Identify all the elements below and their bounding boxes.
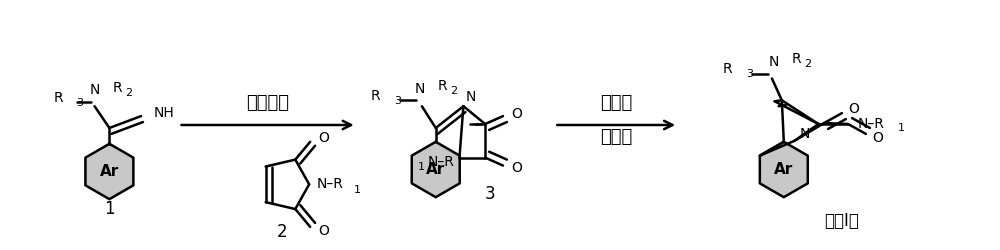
Text: R: R [723, 62, 732, 76]
Polygon shape [760, 142, 808, 197]
Text: R: R [438, 80, 447, 94]
Text: 1: 1 [897, 124, 904, 134]
Text: O: O [848, 102, 859, 116]
Text: O: O [318, 131, 329, 145]
Polygon shape [85, 144, 133, 199]
Text: 可见光: 可见光 [600, 128, 632, 146]
Text: O: O [318, 224, 329, 238]
Text: N–R: N–R [428, 154, 455, 168]
Text: N: N [415, 82, 425, 96]
Text: 2: 2 [451, 86, 458, 97]
Text: N–R: N–R [858, 116, 885, 130]
Text: O: O [511, 160, 522, 174]
Text: O: O [511, 107, 522, 121]
Text: R: R [371, 89, 380, 103]
Text: R: R [112, 82, 122, 96]
Text: N: N [799, 127, 810, 141]
Text: 2: 2 [805, 59, 812, 69]
Text: Ar: Ar [100, 164, 119, 179]
Text: N: N [89, 83, 100, 97]
Text: 式（I）: 式（I） [824, 212, 859, 230]
Text: 铜催化剂: 铜催化剂 [246, 94, 289, 112]
Text: 3: 3 [394, 96, 401, 106]
Text: 1: 1 [354, 185, 361, 195]
Text: N–R: N–R [317, 177, 344, 191]
Text: 2: 2 [125, 88, 132, 98]
Text: Ar: Ar [774, 162, 793, 177]
Text: O: O [872, 131, 883, 145]
Text: N: N [465, 90, 476, 104]
Text: 2: 2 [277, 223, 288, 241]
Polygon shape [412, 142, 460, 197]
Text: N: N [769, 55, 779, 69]
Text: 3: 3 [746, 68, 753, 78]
Text: 3: 3 [485, 185, 495, 203]
Text: NH: NH [154, 106, 175, 120]
Text: 1: 1 [104, 200, 115, 218]
Text: 1: 1 [418, 162, 425, 172]
Text: Ar: Ar [426, 162, 445, 177]
Text: R: R [53, 91, 63, 105]
Text: R: R [792, 52, 801, 66]
Text: 3: 3 [76, 98, 83, 108]
Text: 氧化剂: 氧化剂 [600, 94, 632, 112]
